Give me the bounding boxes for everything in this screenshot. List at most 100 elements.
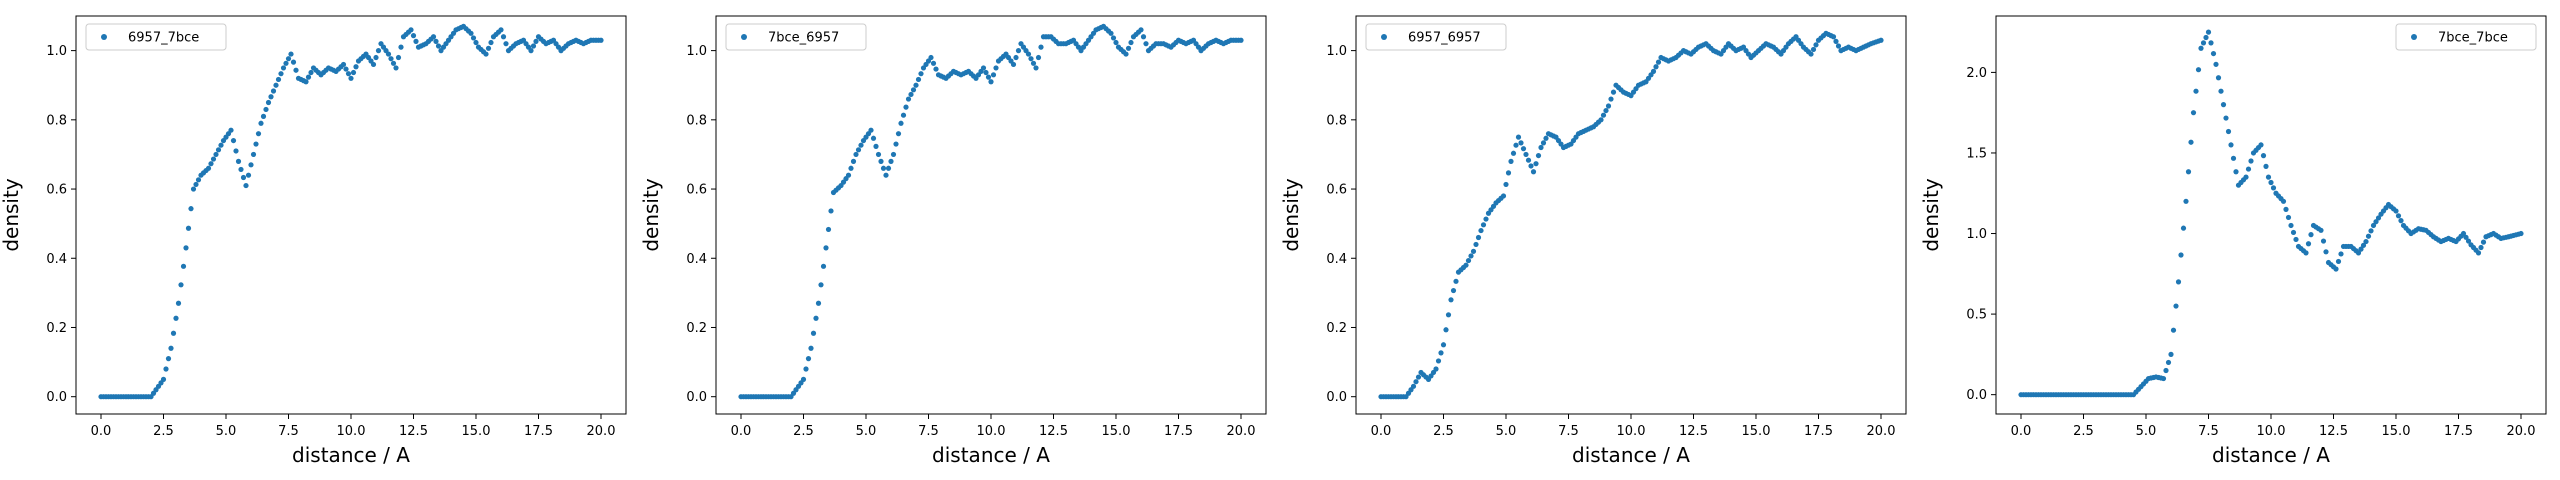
data-point <box>413 38 419 44</box>
data-point <box>350 69 357 76</box>
y-tick-label: 0.2 <box>46 321 67 336</box>
x-tick-label: 5.0 <box>1496 424 1517 439</box>
data-point <box>893 141 899 147</box>
data-point <box>2210 50 2217 57</box>
data-point <box>308 69 314 76</box>
data-point <box>898 120 904 126</box>
data-point <box>880 165 887 171</box>
data-point <box>2320 238 2327 244</box>
data-point <box>1605 103 1612 109</box>
data-point <box>395 54 402 61</box>
data-point <box>850 158 857 164</box>
data-point <box>2180 225 2187 231</box>
data-point <box>435 43 442 49</box>
data-point <box>1655 59 1662 65</box>
data-point <box>848 165 854 171</box>
x-tick-label: 2.5 <box>2073 424 2094 439</box>
data-point <box>2358 246 2364 252</box>
data-point <box>2160 375 2167 382</box>
data-point <box>930 60 937 66</box>
y-tick-label: 0.8 <box>1326 113 1347 128</box>
data-point <box>1518 140 1524 146</box>
data-point <box>265 99 272 106</box>
data-point <box>238 166 244 173</box>
data-point <box>2165 359 2172 366</box>
data-point <box>2173 303 2179 309</box>
x-tick-label: 0.0 <box>2011 424 2032 439</box>
y-tick-label: 0.6 <box>686 183 707 198</box>
data-point <box>933 66 939 72</box>
data-point <box>810 330 817 336</box>
y-axis-label: density <box>639 178 663 251</box>
data-point <box>2368 228 2374 234</box>
data-point <box>278 71 284 77</box>
data-point <box>473 39 479 46</box>
data-point <box>983 69 989 76</box>
data-point <box>2225 128 2232 135</box>
data-point <box>250 151 257 158</box>
data-point <box>210 156 217 162</box>
data-point <box>878 158 884 164</box>
data-point <box>2283 206 2289 212</box>
data-point <box>2200 40 2207 46</box>
data-point <box>183 245 189 251</box>
y-tick-label: 1.0 <box>1966 227 1987 242</box>
data-point <box>275 76 282 83</box>
y-tick-label: 0.6 <box>46 183 67 198</box>
data-point <box>2220 102 2227 108</box>
data-point <box>890 151 897 158</box>
x-tick-label: 12.5 <box>2319 424 2348 439</box>
data-point <box>2228 142 2234 148</box>
data-point <box>1463 262 1469 268</box>
data-point <box>815 300 822 306</box>
data-point <box>2293 236 2299 243</box>
data-point <box>2373 219 2379 225</box>
data-point <box>1508 158 1514 164</box>
data-point <box>283 60 289 66</box>
data-point <box>2288 222 2294 229</box>
data-point <box>1483 216 1489 222</box>
y-tick-label: 1.0 <box>1326 44 1347 59</box>
data-point <box>1025 51 1032 57</box>
data-point <box>1438 350 1444 356</box>
x-tick-label: 12.5 <box>399 424 428 439</box>
y-tick-label: 0.4 <box>1326 252 1347 267</box>
data-point <box>910 87 917 93</box>
data-point <box>293 67 299 73</box>
data-point <box>1538 144 1544 151</box>
y-tick-label: 0.5 <box>1966 308 1987 323</box>
legend-box <box>2395 23 2537 51</box>
data-point <box>1505 170 1512 176</box>
data-point <box>353 64 359 70</box>
data-point <box>828 208 834 214</box>
data-point <box>825 226 832 233</box>
data-point <box>1033 65 1039 71</box>
data-point <box>1813 42 1819 48</box>
x-tick-label: 20.0 <box>587 424 616 439</box>
data-point <box>1125 45 1132 51</box>
data-point <box>888 158 894 164</box>
legend-box <box>1365 23 1507 51</box>
data-point <box>343 66 349 72</box>
data-point <box>530 43 537 49</box>
data-point <box>243 182 249 189</box>
data-point <box>408 27 414 33</box>
data-point <box>1038 44 1044 50</box>
data-point <box>375 48 382 54</box>
data-point <box>1528 163 1534 169</box>
x-tick-label: 15.0 <box>462 424 491 439</box>
x-tick-label: 12.5 <box>1679 424 1708 439</box>
data-point <box>2395 213 2402 219</box>
data-point <box>1470 248 1477 254</box>
data-point <box>1030 60 1037 66</box>
data-point <box>875 151 882 158</box>
data-point <box>1525 157 1532 163</box>
data-point <box>1520 146 1527 152</box>
data-point <box>2285 214 2292 221</box>
data-point <box>180 263 187 269</box>
data-point <box>498 27 504 33</box>
data-point <box>340 61 347 68</box>
data-point <box>348 75 354 81</box>
data-point <box>1600 112 1607 118</box>
